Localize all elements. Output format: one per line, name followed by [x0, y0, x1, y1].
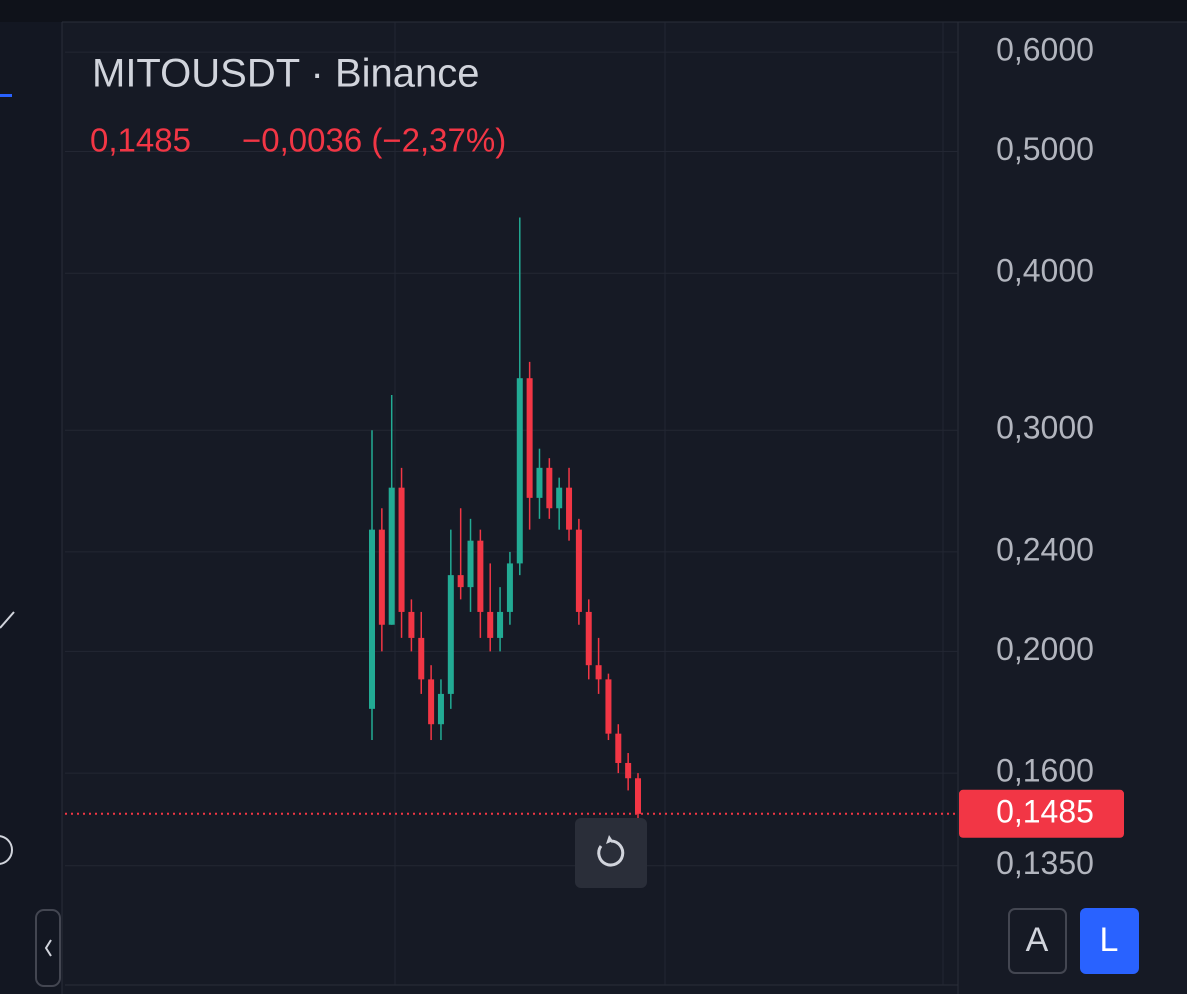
candle-body: [437, 693, 444, 725]
y-tick-label: 0,6000: [996, 32, 1094, 68]
candle-body: [526, 378, 533, 498]
left-toolbar: [0, 22, 62, 994]
y-tick-label: 0,5000: [996, 131, 1094, 167]
y-tick-label: 0,1600: [996, 753, 1094, 789]
candle-body: [418, 637, 425, 680]
candle-body: [575, 529, 582, 612]
top-bar: [0, 0, 1187, 22]
tool-icon[interactable]: [0, 611, 15, 629]
log-scale-button[interactable]: [1080, 908, 1139, 974]
candle-body: [615, 733, 622, 763]
tool-icon[interactable]: [0, 835, 13, 865]
candle-body: [487, 611, 494, 638]
auto-scale-button[interactable]: [1008, 908, 1067, 974]
price-change: −0,0036 (−2,37%): [242, 122, 506, 159]
candle-body: [566, 487, 573, 530]
auto-scale-label: A: [1026, 921, 1049, 959]
collapse-button[interactable]: [35, 909, 61, 987]
reset-button[interactable]: [575, 818, 647, 888]
candle-body: [595, 665, 602, 680]
last-price: 0,1485: [90, 122, 191, 159]
y-tick-label: 0,2400: [996, 531, 1094, 567]
last-price-tag-label: 0,1485: [996, 793, 1094, 829]
candle-body: [605, 679, 612, 734]
y-tick-label: 0,2000: [996, 631, 1094, 667]
collapse-icon: [44, 939, 52, 957]
log-scale-label: L: [1100, 921, 1119, 959]
candle-body: [378, 529, 385, 625]
reset-icon-arrow: [606, 835, 613, 844]
candle-body: [428, 679, 435, 725]
y-tick-label: 0,4000: [996, 253, 1094, 289]
candle-body: [447, 575, 454, 694]
candle-body: [388, 487, 395, 625]
candle-body: [457, 575, 464, 588]
candle-body: [585, 611, 592, 666]
candle-body: [506, 563, 513, 612]
y-tick-label: 0,1350: [996, 845, 1094, 881]
symbol-title: MITOUSDT · Binance: [92, 52, 480, 96]
candle-body: [477, 540, 484, 612]
candle-body: [635, 778, 641, 814]
toolbar-active: [0, 94, 12, 97]
candle-body: [546, 467, 553, 509]
candle-body: [556, 487, 563, 509]
reset-icon: [597, 839, 625, 867]
candle-body: [516, 378, 523, 564]
last-price-tag: [959, 789, 1124, 838]
candle-body: [398, 487, 405, 612]
candle-body: [625, 762, 632, 779]
candle-body: [408, 611, 415, 638]
candle-body: [467, 540, 474, 588]
candle-body: [497, 611, 504, 638]
y-tick-label: 0,3000: [996, 410, 1094, 446]
candle-body: [369, 529, 375, 709]
candle-body: [536, 467, 543, 498]
